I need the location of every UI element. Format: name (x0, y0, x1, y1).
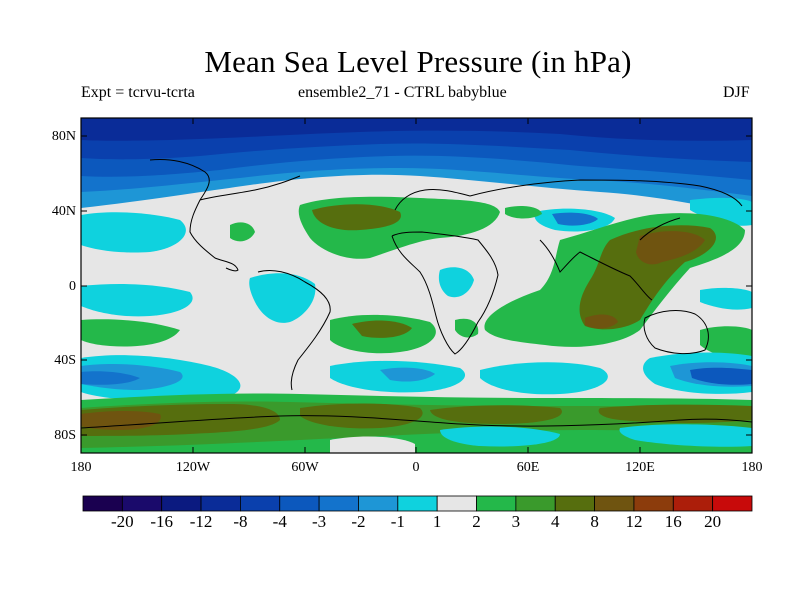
lat-label-80s: 80S (54, 428, 76, 443)
colorbar-label: 4 (550, 512, 560, 531)
colorbar-label: 3 (511, 512, 521, 531)
lon-label-180e: 180 (741, 460, 763, 475)
lat-label-80n: 80N (51, 129, 76, 144)
colorbar-swatch (672, 495, 714, 512)
colorbar-swatch (121, 495, 163, 512)
colorbar-swatch (476, 495, 517, 512)
lon-label-60e: 60E (516, 460, 540, 475)
colorbar-swatch (318, 495, 359, 512)
colorbar-swatch (397, 495, 438, 512)
experiment-label: Expt = tcrvu-tcrta (81, 84, 195, 101)
season-label: DJF (723, 84, 750, 101)
lon-label-120e: 120E (625, 460, 655, 475)
colorbar-swatch (200, 495, 241, 512)
colorbar (82, 495, 753, 512)
lat-label-0: 0 (69, 279, 76, 294)
pressure-field (81, 118, 752, 453)
colorbar-label: -1 (390, 512, 405, 531)
colorbar-label: 20 (704, 512, 722, 531)
lon-label-180w: 180 (70, 460, 92, 475)
colorbar-label: 8 (590, 512, 599, 531)
colorbar-label: -16 (150, 512, 174, 531)
coastlines (81, 159, 752, 429)
colorbar-swatch (240, 495, 281, 512)
colorbar-label: 1 (432, 512, 442, 531)
axis-ticks (81, 118, 752, 453)
colorbar-swatch (554, 495, 595, 512)
colorbar-swatch (358, 495, 399, 512)
colorbar-swatch (82, 495, 123, 512)
lon-label-0: 0 (412, 460, 420, 475)
map-title: Mean Sea Level Pressure (in hPa) (204, 44, 632, 79)
colorbar-label: -2 (351, 512, 366, 531)
colorbar-swatch (633, 495, 674, 512)
colorbar-label: -20 (111, 512, 134, 531)
colorbar-swatch (436, 495, 477, 512)
ensemble-label: ensemble2_71 - CTRL babyblue (298, 84, 507, 101)
colorbar-label: 2 (472, 512, 481, 531)
colorbar-label: -3 (312, 512, 327, 531)
colorbar-swatch (161, 495, 202, 512)
colorbar-label: -4 (272, 512, 287, 531)
colorbar-swatch (712, 495, 753, 512)
colorbar-label: -12 (189, 512, 213, 531)
lat-label-40n: 40N (51, 204, 76, 219)
colorbar-label: 12 (625, 512, 643, 531)
colorbar-swatch (279, 495, 320, 512)
lon-label-60w: 60W (291, 460, 319, 475)
lat-label-40s: 40S (54, 353, 76, 368)
colorbar-label: -8 (233, 512, 248, 531)
colorbar-label: 16 (664, 512, 682, 531)
colorbar-swatch (594, 495, 635, 512)
lon-label-120w: 120W (175, 460, 211, 475)
colorbar-swatch (515, 495, 556, 512)
